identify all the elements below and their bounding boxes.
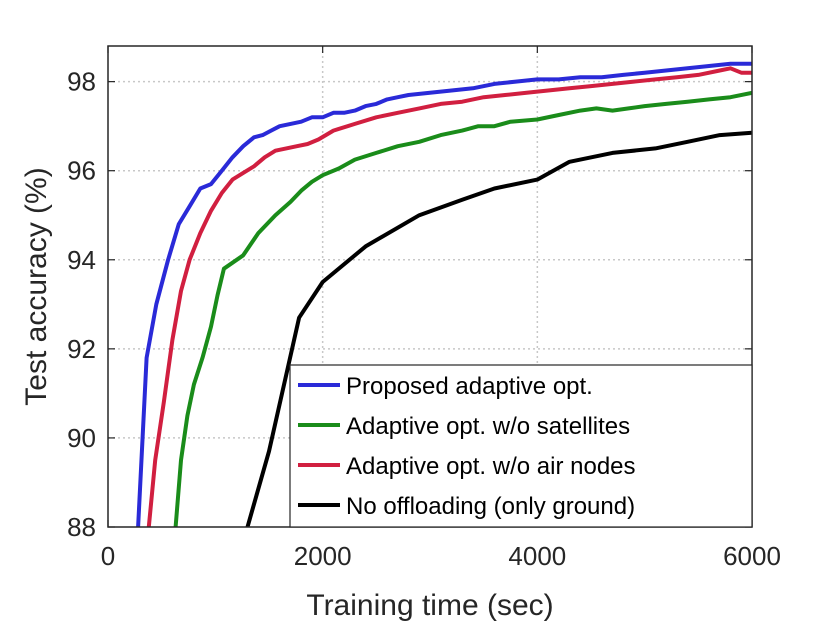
y-tick-label: 90: [67, 423, 96, 453]
y-tick-label: 98: [67, 67, 96, 97]
legend-label-proposed: Proposed adaptive opt.: [346, 373, 593, 400]
legend-box: [289, 364, 753, 528]
x-tick-label: 0: [101, 541, 115, 571]
x-tick-label: 4000: [508, 541, 566, 571]
x-tick-label: 2000: [294, 541, 352, 571]
legend-label-no-satellites: Adaptive opt. w/o satellites: [346, 413, 630, 440]
legend-label-no-offloading: No offloading (only ground): [346, 493, 635, 520]
y-axis-label: Test accuracy (%): [20, 167, 53, 405]
legend: Proposed adaptive opt. Adaptive opt. w/o…: [289, 364, 753, 528]
series-line-proposed: [136, 61, 752, 527]
series-line-no-offloading: [245, 130, 752, 527]
series-lines: [136, 61, 752, 527]
x-tick-label: 6000: [723, 541, 781, 571]
y-tick-label: 92: [67, 334, 96, 364]
y-tick-label: 96: [67, 156, 96, 186]
series-line-no-satellites: [173, 90, 752, 527]
y-tick-label: 88: [67, 512, 96, 542]
axis-ticks: 0 2000 4000 6000 88 90 92 94 96 98: [67, 46, 781, 571]
legend-label-no-air-nodes: Adaptive opt. w/o air nodes: [346, 453, 636, 480]
y-tick-label: 94: [67, 245, 96, 275]
series-line-no-air-nodes: [146, 66, 752, 527]
x-axis-label: Training time (sec): [306, 589, 553, 622]
